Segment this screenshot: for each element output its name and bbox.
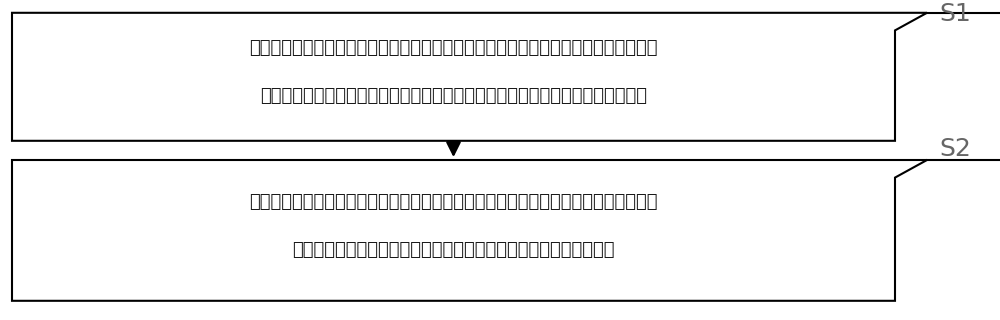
Text: 及相关的设计试验资料，计算地基的固结沉降，进而进行地基工后沉降的预测计算: 及相关的设计试验资料，计算地基的固结沉降，进而进行地基工后沉降的预测计算 xyxy=(260,87,647,105)
Text: S2: S2 xyxy=(939,137,971,161)
Text: 获取加筋桥台所处地基的具体地质勘探数据，结合地基实际处理方式、路基填料类型以: 获取加筋桥台所处地基的具体地质勘探数据，结合地基实际处理方式、路基填料类型以 xyxy=(249,39,658,57)
Polygon shape xyxy=(12,160,927,301)
Text: S1: S1 xyxy=(939,3,971,27)
Text: 理情况，计算锚固处理和反包处理两种处理方式下土工格栅铺筑间隔: 理情况，计算锚固处理和反包处理两种处理方式下土工格栅铺筑间隔 xyxy=(292,241,615,259)
Text: 根据弹性薄膜理论，推导土工格栅受力求解方程，并根据土工格栅实际的锚固、反包处: 根据弹性薄膜理论，推导土工格栅受力求解方程，并根据土工格栅实际的锚固、反包处 xyxy=(249,193,658,211)
Polygon shape xyxy=(12,13,927,141)
